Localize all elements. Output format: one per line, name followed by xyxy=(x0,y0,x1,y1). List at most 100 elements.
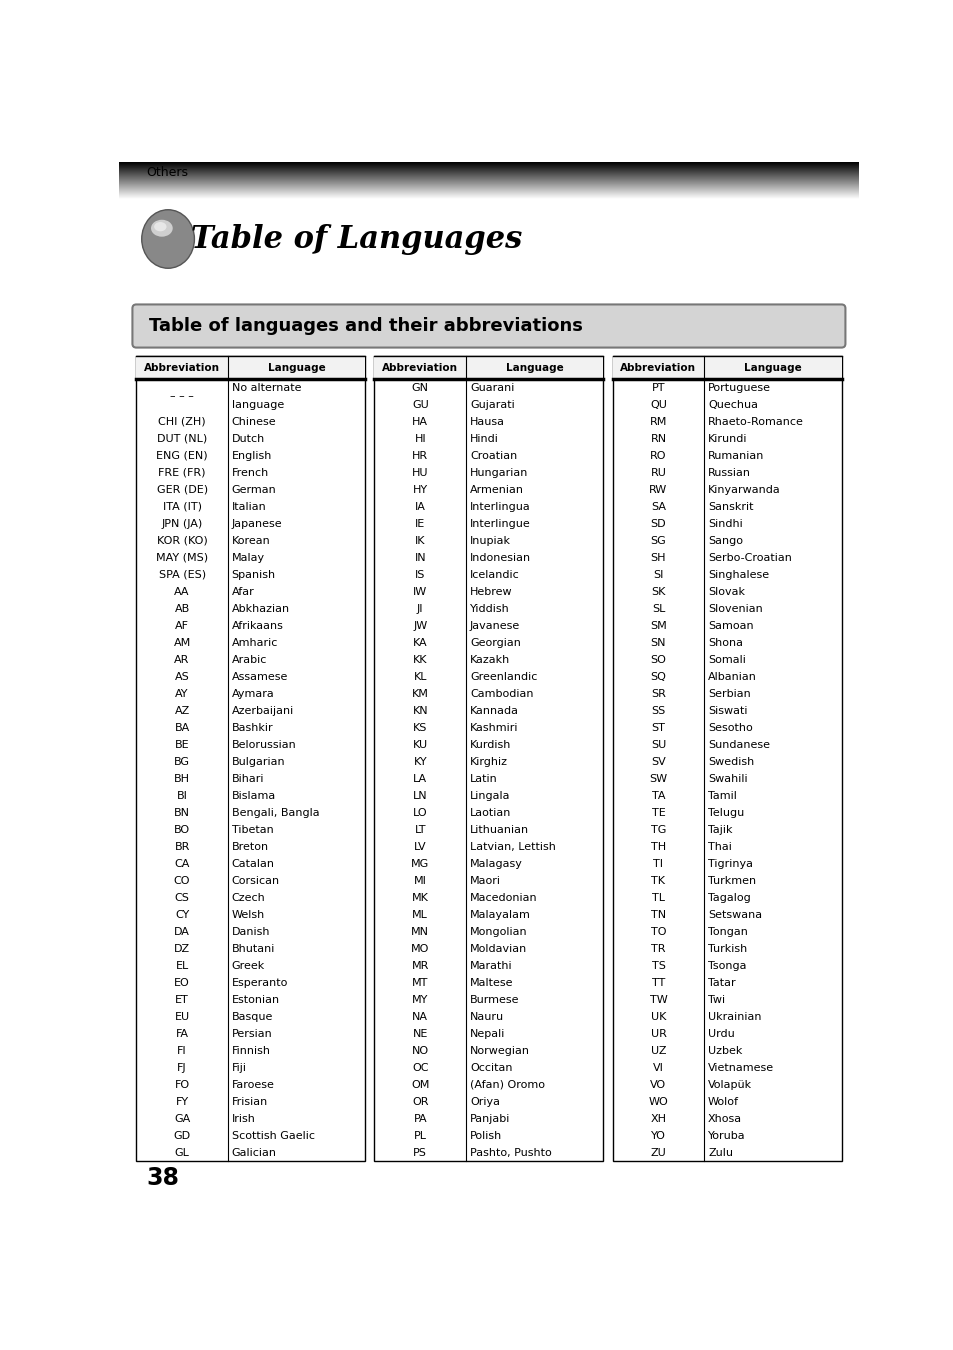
Text: Nepali: Nepali xyxy=(470,1029,505,1040)
Text: JPN (JA): JPN (JA) xyxy=(161,518,202,529)
Text: Inupiak: Inupiak xyxy=(470,536,511,545)
Text: Greenlandic: Greenlandic xyxy=(470,672,537,682)
Text: TN: TN xyxy=(650,910,665,919)
Text: Siswati: Siswati xyxy=(707,706,747,716)
Text: FO: FO xyxy=(174,1080,190,1089)
Text: French: French xyxy=(232,467,269,478)
Text: Bulgarian: Bulgarian xyxy=(232,757,285,767)
Text: Burmese: Burmese xyxy=(470,995,518,1004)
Text: Tatar: Tatar xyxy=(707,977,735,988)
Text: Aymara: Aymara xyxy=(232,688,274,699)
Text: Icelandic: Icelandic xyxy=(470,570,519,579)
Text: Cambodian: Cambodian xyxy=(470,688,533,699)
Text: TW: TW xyxy=(649,995,666,1004)
Text: MY: MY xyxy=(412,995,428,1004)
Text: Faroese: Faroese xyxy=(232,1080,274,1089)
Text: Corsican: Corsican xyxy=(232,876,279,886)
Text: LN: LN xyxy=(413,791,427,801)
Text: Moldavian: Moldavian xyxy=(470,944,527,954)
Text: TG: TG xyxy=(650,825,665,834)
Text: EO: EO xyxy=(174,977,190,988)
Text: Samoan: Samoan xyxy=(707,621,753,630)
Ellipse shape xyxy=(142,209,194,269)
Text: KU: KU xyxy=(413,740,427,749)
Text: PT: PT xyxy=(651,382,664,393)
Text: KA: KA xyxy=(413,637,427,648)
Bar xyxy=(375,356,602,1161)
Text: Indonesian: Indonesian xyxy=(470,552,531,563)
Text: Fiji: Fiji xyxy=(232,1062,247,1073)
Text: UK: UK xyxy=(650,1012,665,1022)
Text: LA: LA xyxy=(413,774,427,784)
Text: SR: SR xyxy=(650,688,665,699)
Text: Rhaeto-Romance: Rhaeto-Romance xyxy=(707,417,803,427)
Text: Gujarati: Gujarati xyxy=(470,400,514,409)
Text: Swedish: Swedish xyxy=(707,757,754,767)
Text: NA: NA xyxy=(412,1012,428,1022)
Text: Breton: Breton xyxy=(232,842,269,852)
Text: SU: SU xyxy=(650,740,665,749)
Text: GL: GL xyxy=(174,1148,190,1158)
Text: RM: RM xyxy=(649,417,666,427)
Text: ET: ET xyxy=(175,995,189,1004)
Text: RW: RW xyxy=(649,485,667,494)
Text: Rumanian: Rumanian xyxy=(707,451,763,460)
Text: Serbian: Serbian xyxy=(707,688,750,699)
Text: EU: EU xyxy=(174,1012,190,1022)
Text: Bashkir: Bashkir xyxy=(232,722,274,733)
Text: LO: LO xyxy=(413,807,427,818)
Text: SD: SD xyxy=(650,518,665,529)
Text: AM: AM xyxy=(173,637,191,648)
Text: BE: BE xyxy=(174,740,190,749)
Text: TO: TO xyxy=(650,927,665,937)
Text: DUT (NL): DUT (NL) xyxy=(157,433,207,444)
Text: RU: RU xyxy=(650,467,666,478)
Text: IS: IS xyxy=(415,570,425,579)
Text: Tongan: Tongan xyxy=(707,927,747,937)
Text: RN: RN xyxy=(650,433,666,444)
Text: Ukrainian: Ukrainian xyxy=(707,1012,760,1022)
Text: Azerbaijani: Azerbaijani xyxy=(232,706,294,716)
Text: Marathi: Marathi xyxy=(470,961,512,971)
Text: BG: BG xyxy=(173,757,190,767)
Text: SPA (ES): SPA (ES) xyxy=(158,570,206,579)
Text: 38: 38 xyxy=(146,1166,179,1191)
Text: DA: DA xyxy=(174,927,190,937)
Text: Catalan: Catalan xyxy=(232,859,274,869)
Text: Kashmiri: Kashmiri xyxy=(470,722,517,733)
Text: TT: TT xyxy=(651,977,664,988)
Ellipse shape xyxy=(151,220,172,236)
Text: MN: MN xyxy=(411,927,429,937)
Text: SA: SA xyxy=(650,502,665,512)
Text: PS: PS xyxy=(413,1148,427,1158)
Text: Tagalog: Tagalog xyxy=(707,892,750,903)
Text: Belorussian: Belorussian xyxy=(232,740,296,749)
Text: Latin: Latin xyxy=(470,774,497,784)
Text: Hindi: Hindi xyxy=(470,433,498,444)
Text: ITA (IT): ITA (IT) xyxy=(162,502,201,512)
Text: language: language xyxy=(232,400,284,409)
Text: Korean: Korean xyxy=(232,536,271,545)
Text: MT: MT xyxy=(412,977,428,988)
Bar xyxy=(612,356,841,1161)
Text: OM: OM xyxy=(411,1080,429,1089)
Text: KM: KM xyxy=(412,688,428,699)
Text: MI: MI xyxy=(414,876,426,886)
Text: CHI (ZH): CHI (ZH) xyxy=(158,417,206,427)
Text: Laotian: Laotian xyxy=(470,807,511,818)
Text: Persian: Persian xyxy=(232,1029,273,1040)
Text: Wolof: Wolof xyxy=(707,1098,739,1107)
Text: Serbo-Croatian: Serbo-Croatian xyxy=(707,552,791,563)
Text: IA: IA xyxy=(415,502,425,512)
Text: PL: PL xyxy=(414,1131,426,1141)
Text: SW: SW xyxy=(649,774,667,784)
Text: Albanian: Albanian xyxy=(707,672,756,682)
Text: Uzbek: Uzbek xyxy=(707,1046,741,1056)
Text: KOR (KO): KOR (KO) xyxy=(156,536,207,545)
Text: Kinyarwanda: Kinyarwanda xyxy=(707,485,780,494)
Text: YO: YO xyxy=(650,1131,665,1141)
Text: MR: MR xyxy=(411,961,429,971)
Text: Sesotho: Sesotho xyxy=(707,722,752,733)
Text: BN: BN xyxy=(173,807,190,818)
Text: Occitan: Occitan xyxy=(470,1062,512,1073)
